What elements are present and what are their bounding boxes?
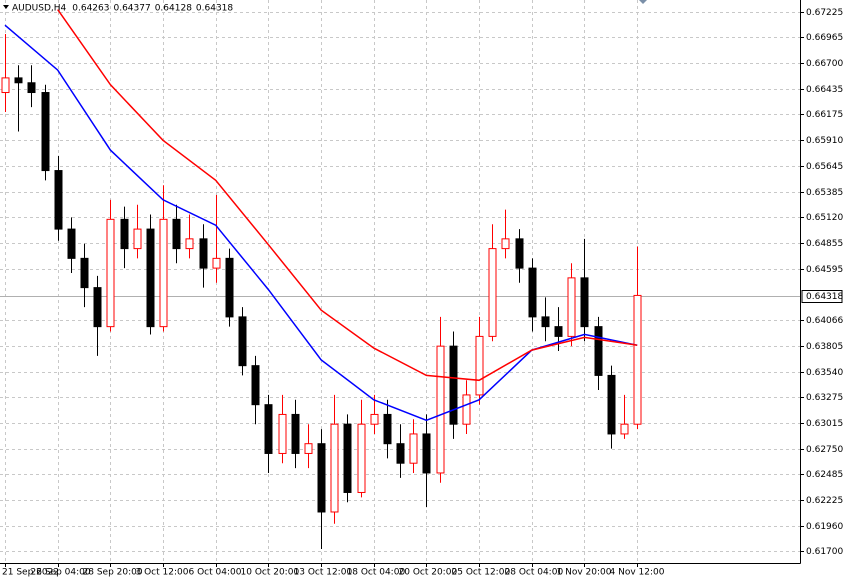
- candle-body: [1, 77, 10, 94]
- candle-body: [304, 443, 313, 454]
- y-tick-label: 0.64855: [806, 239, 843, 249]
- y-tick-label: 0.63540: [806, 368, 843, 378]
- candle-body: [14, 77, 23, 84]
- x-tick-label: 13 Oct 12:00: [294, 568, 353, 578]
- candle-body: [106, 218, 115, 328]
- candle-body: [199, 238, 208, 269]
- candle-body: [54, 170, 63, 230]
- y-tick-label: 0.64595: [806, 265, 843, 275]
- candle-body: [120, 218, 129, 250]
- y-tick-label: 0.66700: [806, 59, 843, 69]
- candle-body: [607, 374, 616, 435]
- candle-body: [67, 228, 76, 259]
- candle-body: [528, 267, 537, 318]
- candle-body: [27, 82, 36, 94]
- candle-body: [633, 294, 642, 425]
- candle-body: [422, 433, 431, 474]
- price-label-box: [801, 290, 843, 303]
- x-tick-label: 26 Sep 04:00: [31, 568, 91, 578]
- candle-body: [357, 423, 366, 493]
- candle-body: [554, 326, 563, 337]
- y-tick-label: 0.66435: [806, 85, 843, 95]
- candle-body: [409, 433, 418, 464]
- y-tick-label: 0.62750: [806, 445, 843, 455]
- candle-body: [449, 345, 458, 425]
- candle-body: [251, 365, 260, 406]
- y-tick-label: 0.64066: [806, 316, 843, 326]
- candle-body: [594, 326, 603, 376]
- y-tick-label: 0.62485: [806, 470, 843, 480]
- candle-body: [541, 316, 550, 328]
- ohlc-value: 0.64263: [72, 4, 109, 14]
- x-tick-label: 1 Nov 20:00: [557, 568, 612, 578]
- y-tick-label: 0.62225: [806, 496, 843, 506]
- candle-body: [291, 413, 300, 454]
- candle-body: [330, 423, 339, 513]
- candle-body: [383, 413, 392, 445]
- candle-body: [488, 248, 497, 337]
- x-tick-label: 21 Sep 2022: [2, 568, 59, 578]
- x-tick-label: 28 Oct 04:00: [505, 568, 564, 578]
- price-label: 0.64318: [806, 292, 843, 302]
- y-tick-label: 0.65120: [806, 213, 843, 223]
- candle-body: [238, 316, 247, 367]
- candle-body: [185, 238, 194, 250]
- title-bar: AUDUSD,H4 0.64263 0.64377 0.64128 0.64318: [12, 4, 233, 14]
- y-tick-label: 0.65910: [806, 136, 843, 146]
- x-tick-label: 10 Oct 20:00: [241, 568, 300, 578]
- shift-marker[interactable]: [639, 0, 647, 4]
- y-tick-label: 0.65385: [806, 188, 843, 198]
- candle-body: [396, 443, 405, 464]
- candle-body: [278, 413, 287, 454]
- plot: [1, 9, 642, 550]
- y-tick-label: 0.63275: [806, 393, 843, 403]
- candle-body: [264, 404, 273, 454]
- y-tick-label: 0.65645: [806, 162, 843, 172]
- x-tick-label: 3 Oct 12:00: [136, 568, 189, 578]
- candle-body: [370, 413, 379, 425]
- candle-body: [501, 238, 510, 250]
- candle-body: [146, 228, 155, 328]
- grid: [0, 0, 800, 563]
- candle-body: [159, 218, 168, 328]
- candle-body: [580, 277, 589, 328]
- candle-body: [620, 423, 629, 435]
- candle-body: [225, 257, 234, 318]
- symbol: AUDUSD,H4: [12, 4, 67, 14]
- x-tick-label: 18 Oct 04:00: [347, 568, 406, 578]
- y-tick-label: 0.63015: [806, 419, 843, 429]
- candle-body: [172, 218, 181, 250]
- ohlc-value: 0.64128: [155, 4, 192, 14]
- candle-body: [436, 345, 445, 474]
- ohlc-value: 0.64377: [113, 4, 150, 14]
- candle-body: [80, 257, 89, 289]
- ohlc-value: 0.64318: [196, 4, 233, 14]
- y-tick-label: 0.61700: [806, 547, 843, 557]
- candle-body: [475, 335, 484, 396]
- y-tick-label: 0.67225: [806, 8, 843, 18]
- menu-arrow[interactable]: [3, 5, 9, 9]
- candle-body: [93, 287, 102, 328]
- x-tick-label: 25 Oct 12:00: [452, 568, 511, 578]
- y-tick-label: 0.66175: [806, 110, 843, 120]
- moving-average: [57, 9, 638, 382]
- x-tick-label: 20 Oct 20:00: [399, 568, 458, 578]
- candle-body: [567, 277, 576, 337]
- candle-body: [41, 92, 50, 172]
- x-tick-label: 6 Oct 04:00: [189, 568, 242, 578]
- x-tick-label: 28 Sep 20:00: [83, 568, 143, 578]
- y-tick-label: 0.63805: [806, 342, 843, 352]
- y-tick-label: 0.66965: [806, 33, 843, 43]
- candle-body: [212, 257, 221, 269]
- candle-body: [462, 394, 471, 425]
- candle-body: [133, 228, 142, 250]
- x-tick-label: 4 Nov 12:00: [610, 568, 665, 578]
- y-tick-label: 0.61960: [806, 522, 843, 532]
- candle-body: [515, 238, 524, 269]
- candle-body: [343, 423, 352, 493]
- candle-body: [317, 443, 326, 513]
